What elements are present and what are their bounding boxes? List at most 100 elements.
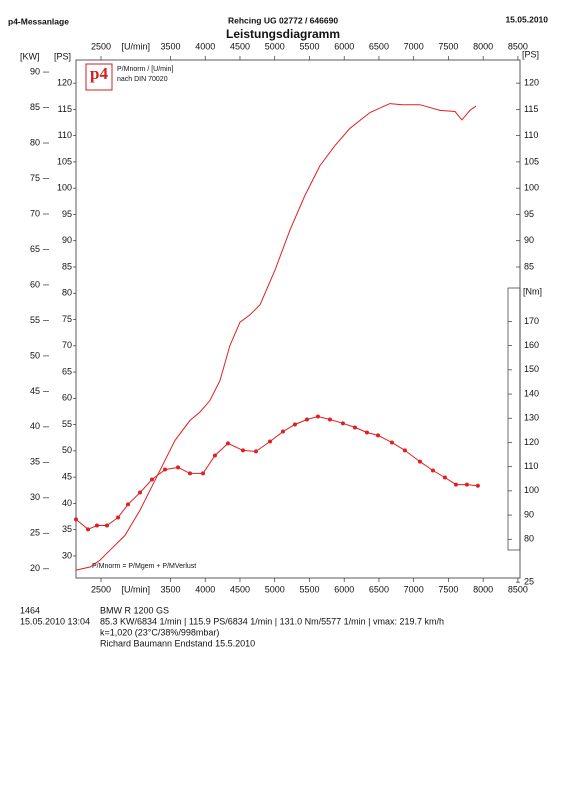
y-tick-label: 90 [62, 235, 72, 245]
x-tick-label-top: 5000 [265, 41, 285, 51]
y3-tick-label: 60 [30, 279, 40, 289]
footer-datetime: 15.05.2010 13:04 [20, 616, 90, 626]
x-tick-label: 2500 [91, 584, 111, 594]
plot-frame [75, 59, 521, 579]
x-tick-label-top: 8500 [508, 41, 528, 51]
y3-tick-label: 90 [30, 66, 40, 76]
y2-tick-label: 170 [524, 316, 539, 326]
y-tick-label: 105 [57, 156, 72, 166]
y-tick-label: 110 [58, 130, 72, 140]
x-tick-label: 7500 [438, 584, 458, 594]
x-tick-label-top: 3500 [160, 41, 180, 51]
series-point [340, 421, 345, 426]
series-point [417, 459, 422, 464]
y-right-tick-label: 120 [524, 77, 539, 87]
y3-tick-label: 70 [30, 208, 40, 218]
series-point [442, 475, 447, 480]
y-tick-label: 85 [62, 261, 72, 271]
series-point [292, 422, 297, 427]
footer-results: 85.3 KW/6834 1/min | 115.9 PS/6834 1/min… [100, 616, 444, 626]
series-point [402, 448, 407, 453]
y-tick-label: 30 [62, 550, 72, 560]
x-tick-label-top: 4500 [230, 41, 250, 51]
legend-line1: P/Mnorm / [U/min] [117, 66, 173, 73]
series-point [280, 429, 285, 434]
y3-label: [KW] [20, 51, 40, 61]
y-right-tick-label: 105 [524, 156, 539, 166]
x-tick-label-top: 4000 [195, 41, 215, 51]
series-point [375, 433, 380, 438]
x-tick-label: 4500 [230, 584, 250, 594]
x-label: [U/min] [121, 584, 150, 594]
x-tick-label: 3500 [160, 584, 180, 594]
footer-model: BMW R 1200 GS [100, 605, 169, 615]
series-point [116, 515, 121, 520]
series-point [364, 430, 369, 435]
x-tick-label: 4000 [195, 584, 215, 594]
x-tick-label-top: 8000 [473, 41, 493, 51]
x-tick-label-top: 7500 [438, 41, 458, 51]
y-tick-label: 70 [62, 340, 72, 350]
y2-tick-label: 160 [524, 340, 539, 350]
y-tick-label: 115 [58, 104, 72, 114]
series-point [86, 527, 91, 532]
series-point [267, 439, 272, 444]
y3-tick-label: 20 [30, 563, 40, 573]
y2-label: [Nm] [523, 286, 542, 296]
y-right-tick-label: 25 [524, 577, 534, 587]
y3-tick-label: 30 [30, 492, 40, 502]
series-point [176, 465, 181, 470]
y2-tick-label: 120 [524, 437, 539, 447]
y-tick-label: 120 [57, 77, 72, 87]
series-point [163, 467, 168, 472]
series-point [430, 468, 435, 473]
y-tick-label: 75 [62, 314, 72, 324]
y-right-tick-label: 100 [524, 183, 539, 193]
series-point [188, 471, 193, 476]
y2-tick-label: 150 [524, 364, 539, 374]
logo-box [85, 63, 113, 91]
y-right-label: [PS] [522, 49, 539, 59]
header-left: p4-Messanlage [8, 16, 69, 26]
nm-axis-box [507, 287, 521, 551]
y-right-tick-label: 90 [524, 235, 534, 245]
y3-tick-label: 65 [30, 244, 40, 254]
header-center: Rehcing UG 02772 / 646690 [228, 15, 338, 25]
x-label-top: [U/min] [121, 41, 150, 51]
x-tick-label-top: 2500 [91, 41, 111, 51]
x-tick-label-top: 6000 [334, 41, 354, 51]
chart-title: Leistungsdiagramm [226, 27, 340, 41]
series-point [389, 440, 394, 445]
y-right-tick-label: 95 [524, 209, 534, 219]
y3-tick-label: 80 [30, 137, 40, 147]
logo: p4 [90, 64, 108, 83]
y-right-tick-label: 110 [524, 130, 538, 140]
x-tick-label: 8000 [473, 584, 493, 594]
y-tick-label: 65 [62, 366, 72, 376]
series-point [253, 449, 258, 454]
x-tick-label: 6000 [334, 584, 354, 594]
y-tick-label: 80 [62, 288, 72, 298]
x-tick-label: 7000 [404, 584, 424, 594]
y-label: [PS] [54, 51, 71, 61]
series-point [464, 482, 469, 487]
x-tick-label: 6500 [369, 584, 389, 594]
x-tick-label: 5500 [299, 584, 319, 594]
series-point [453, 482, 458, 487]
series-point [94, 523, 99, 528]
series-point [74, 517, 78, 522]
y2-tick-label: 140 [524, 388, 539, 398]
series-point [225, 441, 230, 446]
series-point [240, 448, 245, 453]
series-point [201, 471, 206, 476]
y3-tick-label: 75 [30, 173, 40, 183]
series-point [104, 523, 109, 528]
y-tick-label: 95 [62, 209, 72, 219]
x-tick-label-top: 5500 [299, 41, 319, 51]
series-point [150, 477, 155, 482]
series-point [352, 425, 357, 430]
legend-line2: nach DIN 70020 [117, 76, 168, 83]
x-tick-label: 8500 [508, 584, 528, 594]
y2-tick-label: 130 [524, 413, 539, 423]
series-point [212, 453, 217, 458]
